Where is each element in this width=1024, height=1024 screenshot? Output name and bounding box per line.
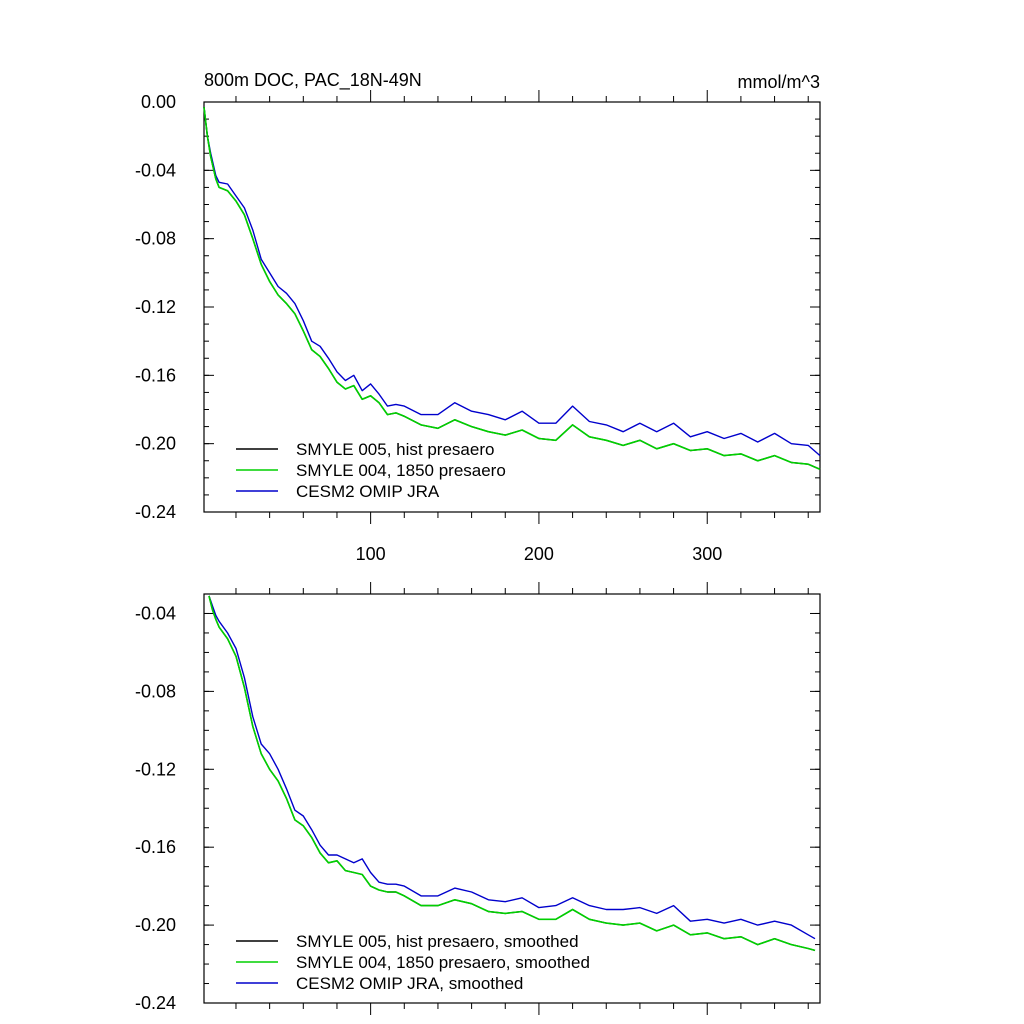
- y-tick-label: -0.16: [135, 365, 176, 385]
- series-line-2: [208, 595, 816, 940]
- series-line-1: [203, 107, 821, 471]
- legend-label-1: SMYLE 004, 1850 presaero, smoothed: [296, 953, 590, 972]
- series-line-2: [203, 107, 821, 457]
- legend-label-1: SMYLE 004, 1850 presaero: [296, 461, 506, 480]
- y-tick-label: -0.16: [135, 837, 176, 857]
- y-tick-label: -0.24: [135, 502, 176, 522]
- legend-label-2: CESM2 OMIP JRA: [296, 482, 440, 501]
- y-tick-label: -0.12: [135, 297, 176, 317]
- x-tick-label: 300: [692, 544, 722, 564]
- y-tick-label: -0.20: [135, 434, 176, 454]
- y-tick-label: -0.20: [135, 915, 176, 935]
- y-tick-label: -0.24: [135, 993, 176, 1013]
- series-line-1: [208, 595, 816, 952]
- top-title: 800m DOC, PAC_18N-49N: [204, 70, 422, 91]
- plot-frame: [203, 593, 821, 1004]
- y-tick-label: -0.04: [135, 160, 176, 180]
- legend-label-0: SMYLE 005, hist presaero: [296, 440, 494, 459]
- y-tick-label: -0.08: [135, 229, 176, 249]
- y-tick-label: -0.08: [135, 681, 176, 701]
- y-tick-label: -0.12: [135, 759, 176, 779]
- series-line-0: [208, 595, 816, 952]
- x-tick-label: 200: [524, 544, 554, 564]
- top-panel: 800m DOC, PAC_18N-49N mmol/m^3 0.00 -0.04…: [135, 70, 821, 564]
- series-line-0: [203, 107, 821, 470]
- y-tick-label: -0.04: [135, 603, 176, 623]
- x-tick-label: 100: [356, 544, 386, 564]
- top-units: mmol/m^3: [738, 72, 820, 92]
- bottom-panel: -0.04 -0.08 -0.12 -0.16 -0.20 -0.24 SMYLE 005,…: [135, 582, 821, 1015]
- legend-label-0: SMYLE 005, hist presaero, smoothed: [296, 932, 579, 951]
- legend-label-2: CESM2 OMIP JRA, smoothed: [296, 974, 523, 993]
- y-tick-label: 0.00: [141, 92, 176, 112]
